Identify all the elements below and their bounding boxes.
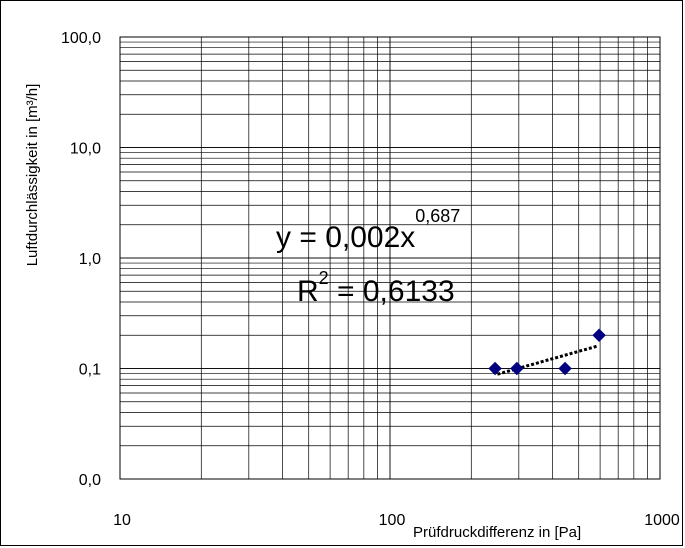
r2-value: = 0,6133 [329, 275, 455, 308]
trend-equation: y = 0,002x0,687 [276, 206, 460, 254]
r-squared-label: R2 = 0,6133 [297, 268, 455, 308]
r2-symbol: R [297, 275, 319, 308]
x-axis-label: Prüfdruckdifferenz in [Pa] [413, 524, 581, 541]
x-tick-label: 10 [113, 512, 131, 529]
x-tick-label: 1000 [644, 512, 680, 529]
data-point-marker [510, 361, 524, 376]
gridlines [119, 36, 661, 480]
x-tick-label: 100 [379, 512, 406, 529]
equation-exponent: 0,687 [415, 206, 460, 226]
y-axis-label: Luftdurchlässigkeit in [m³/h] [24, 84, 41, 267]
data-points [488, 328, 606, 376]
y-tick-label: 100,0 [61, 30, 101, 47]
y-tick-labels: 0,0 0,1 1,0 10,0 100,0 [61, 30, 101, 489]
data-point-marker [558, 361, 572, 376]
y-tick-label: 1,0 [79, 251, 101, 268]
y-tick-label: 10,0 [70, 141, 101, 158]
equation-main: y = 0,002x [276, 221, 415, 254]
data-point-marker [592, 328, 606, 342]
r2-power: 2 [319, 268, 329, 288]
y-tick-label: 0,0 [79, 472, 101, 489]
x-tick-labels: 10 100 1000 [113, 512, 680, 529]
data-point-marker [488, 361, 502, 376]
y-tick-label: 0,1 [79, 362, 101, 379]
